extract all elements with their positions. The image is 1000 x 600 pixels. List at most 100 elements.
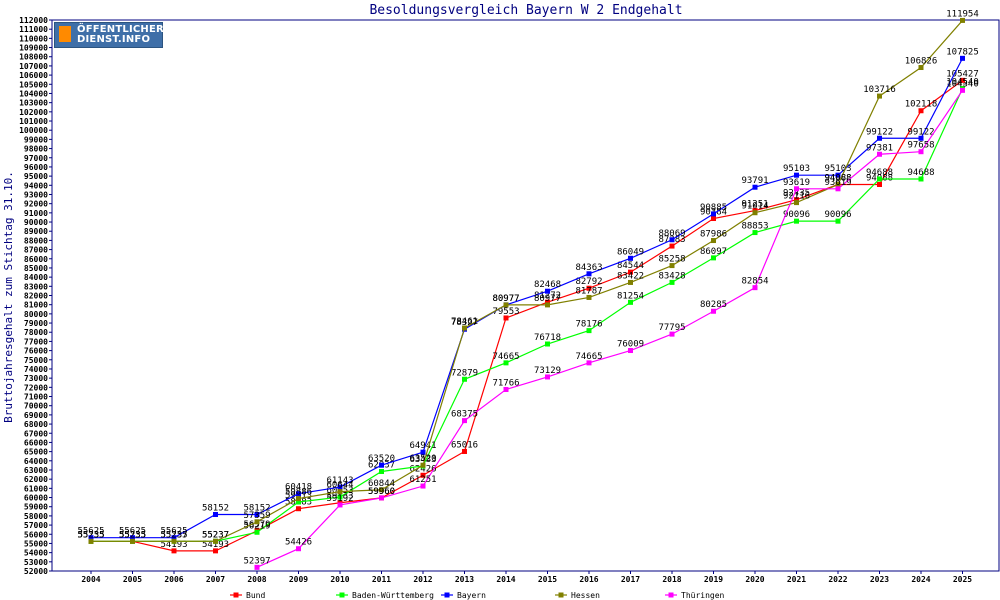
data-label: 81272 [534,291,561,301]
y-tick-label: 68000 [24,420,48,429]
logo-line-1: ÖFFENTLICHER [77,24,164,35]
x-tick-label: 2007 [206,575,225,584]
data-label: 55625 [119,527,146,537]
data-point [794,172,799,178]
y-tick-label: 79000 [24,319,48,328]
data-label: 60644 [326,481,353,491]
data-point [213,512,218,518]
data-label: 68375 [451,410,478,420]
data-point [669,331,675,337]
data-point [130,535,135,541]
x-tick-label: 2005 [123,575,142,584]
data-label: 64941 [409,441,436,451]
data-point [752,184,758,190]
y-tick-label: 61000 [24,484,48,493]
y-tick-label: 81000 [24,301,48,310]
y-tick-label: 66000 [24,438,48,447]
data-label: 55625 [160,527,187,537]
data-point [88,535,94,541]
data-label: 94088 [824,173,851,183]
data-point [586,271,592,277]
data-label: 87986 [700,230,727,240]
data-point [296,506,301,512]
series-line-bayern [91,58,964,539]
x-tick-label: 2018 [662,575,681,584]
data-point [545,341,550,347]
y-tick-label: 82000 [24,292,48,301]
x-tick-label: 2016 [579,575,598,584]
legend-marker [233,592,239,598]
y-tick-label: 92000 [24,200,48,209]
data-label: 54426 [285,538,312,548]
y-tick-label: 63000 [24,466,48,475]
data-point [130,538,135,544]
logo-line-2: DIENST.INFO [77,34,151,45]
data-label: 104340 [946,79,979,89]
data-point [628,269,633,275]
data-label: 77795 [658,323,685,333]
data-label: 59192 [326,494,353,504]
x-axis: 2004 2005 2006 2007 2008 2009 2010 2011 2012 2013… [81,571,972,584]
data-label: 76009 [617,340,644,350]
data-point [669,279,675,285]
y-tick-label: 105000 [19,80,48,89]
data-point [171,535,177,541]
data-label: 106826 [905,57,938,67]
data-point [711,308,716,314]
data-label: 81254 [617,291,644,301]
data-label: 82468 [534,280,561,290]
legend-label: Thüringen [681,591,725,600]
data-point [503,302,509,308]
legend-marker [668,592,674,598]
y-tick-label: 97000 [24,154,48,163]
y-tick-label: 76000 [24,347,48,356]
y-tick-label: 77000 [24,337,48,346]
data-point [171,548,177,554]
data-point [918,65,924,71]
x-tick-label: 2021 [787,575,806,584]
data-label: 71766 [492,378,519,388]
data-label: 94088 [824,173,851,183]
data-label: 63520 [409,454,436,464]
data-point [877,135,882,141]
y-tick-label: 112000 [19,16,48,25]
data-label: 58152 [243,504,270,514]
data-label: 63433 [409,455,436,465]
data-label: 85258 [658,255,685,265]
data-label: 78176 [575,320,602,330]
data-point [960,55,965,61]
y-tick-label: 53000 [24,558,48,567]
data-label: 107825 [946,47,979,57]
y-tick-label: 65000 [24,448,48,457]
data-point [545,302,550,308]
x-tick-label: 2014 [496,575,515,584]
data-label: 91014 [741,202,768,212]
data-point [462,418,467,424]
data-label: 72879 [451,368,478,378]
data-label: 84544 [617,261,644,271]
x-tick-label: 2019 [704,575,723,584]
y-tick-label: 111000 [19,25,48,34]
y-tick-label: 101000 [19,117,48,126]
data-label: 82792 [575,277,602,287]
data-label: 95103 [783,164,810,174]
data-point [254,519,260,525]
data-label: 55235 [119,530,146,540]
y-tick-label: 62000 [24,475,48,484]
data-label: 55625 [77,527,104,537]
y-tick-label: 67000 [24,429,48,438]
data-label: 99122 [866,127,893,137]
data-label: 63520 [368,454,395,464]
data-label: 97381 [866,143,893,153]
data-label: 83422 [617,271,644,281]
y-tick-label: 70000 [24,402,48,411]
data-point [752,230,758,236]
y-axis: 5200053000540005500056000570005800059000… [19,16,52,576]
y-tick-label: 110000 [19,34,48,43]
data-label: 56379 [243,520,270,530]
x-tick-label: 2011 [372,575,391,584]
data-point [711,238,716,244]
y-tick-label: 78000 [24,328,48,337]
data-point [296,546,301,552]
series-hessen: 55235 55235 55237 55237 57359 59886 60644 60844… [77,9,979,544]
